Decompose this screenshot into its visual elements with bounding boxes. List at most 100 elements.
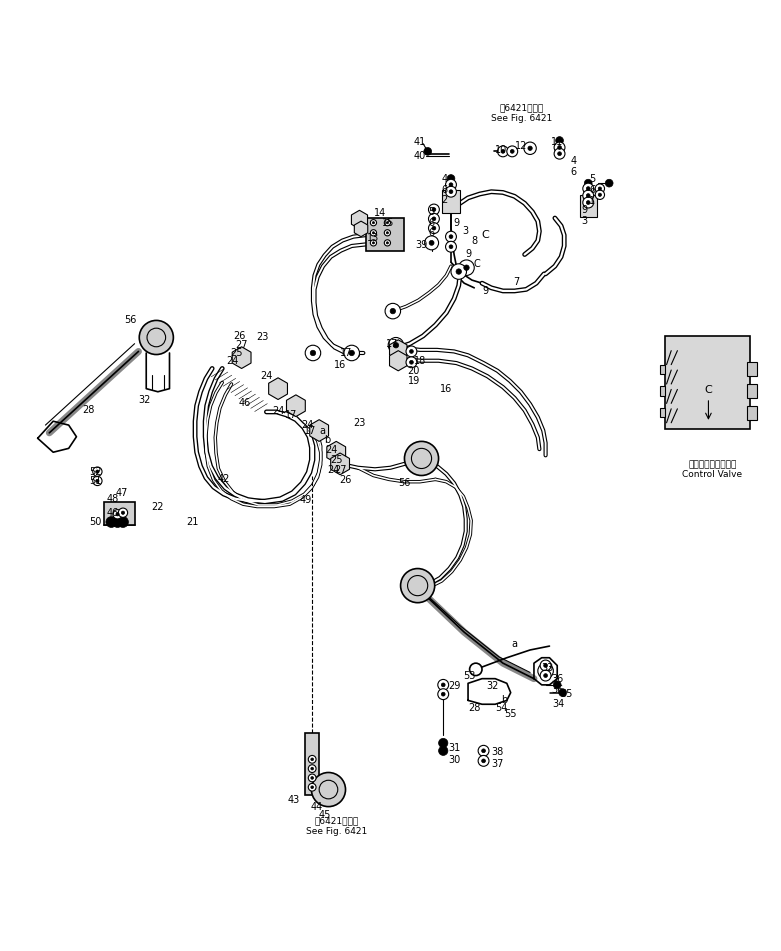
Circle shape <box>373 242 375 244</box>
Text: 24: 24 <box>260 371 273 381</box>
Circle shape <box>387 242 388 244</box>
Circle shape <box>432 226 436 230</box>
Bar <box>747 406 757 419</box>
Circle shape <box>445 231 456 243</box>
Polygon shape <box>326 441 346 463</box>
Circle shape <box>385 303 401 319</box>
Text: 38: 38 <box>491 747 504 757</box>
Text: コントロールバルブ
Control Valve: コントロールバルブ Control Valve <box>683 460 743 479</box>
Text: 17: 17 <box>305 425 317 436</box>
Text: 6: 6 <box>442 185 448 195</box>
Text: 25: 25 <box>230 348 243 358</box>
Text: 24: 24 <box>272 406 284 417</box>
Text: 50: 50 <box>90 517 102 527</box>
Circle shape <box>528 146 532 150</box>
Polygon shape <box>390 351 407 371</box>
Circle shape <box>584 180 592 187</box>
Text: 26: 26 <box>233 331 245 340</box>
Circle shape <box>370 230 376 236</box>
Text: 16: 16 <box>440 383 452 394</box>
Text: 7: 7 <box>513 277 519 286</box>
Circle shape <box>558 689 566 696</box>
Text: 21: 21 <box>187 517 199 527</box>
Text: 3: 3 <box>581 216 587 226</box>
Circle shape <box>445 180 456 190</box>
Circle shape <box>478 746 489 756</box>
Circle shape <box>583 184 594 194</box>
Circle shape <box>401 569 435 603</box>
Circle shape <box>429 213 440 224</box>
Text: C: C <box>481 230 489 240</box>
Circle shape <box>373 222 375 223</box>
Text: 45: 45 <box>319 810 331 820</box>
Polygon shape <box>330 453 350 475</box>
Circle shape <box>447 175 455 183</box>
Circle shape <box>112 516 123 528</box>
Text: 6: 6 <box>570 166 576 177</box>
Circle shape <box>93 476 102 486</box>
Circle shape <box>308 784 316 791</box>
Polygon shape <box>355 222 368 237</box>
Circle shape <box>388 338 404 353</box>
Text: 9: 9 <box>482 286 488 296</box>
Text: 2: 2 <box>442 195 448 205</box>
Text: 8: 8 <box>471 236 477 245</box>
Text: 14: 14 <box>374 208 387 219</box>
Text: 34: 34 <box>553 699 565 709</box>
Text: 第6421図参照
See Fig. 6421: 第6421図参照 See Fig. 6421 <box>491 104 553 123</box>
Text: 24: 24 <box>326 445 337 455</box>
Text: 24: 24 <box>226 356 238 366</box>
Circle shape <box>554 148 565 159</box>
Polygon shape <box>232 347 251 368</box>
Circle shape <box>344 345 359 360</box>
Circle shape <box>554 681 561 689</box>
Bar <box>661 408 665 417</box>
Circle shape <box>308 774 316 782</box>
Text: 9: 9 <box>453 219 459 228</box>
Bar <box>305 733 319 795</box>
Text: 39: 39 <box>415 241 428 250</box>
Text: 48: 48 <box>107 494 119 504</box>
Text: 33: 33 <box>542 663 554 672</box>
Text: 27: 27 <box>334 465 347 476</box>
Polygon shape <box>351 210 368 229</box>
Circle shape <box>445 186 456 197</box>
Circle shape <box>96 470 99 474</box>
Circle shape <box>387 222 388 223</box>
Circle shape <box>445 242 456 252</box>
Circle shape <box>121 511 125 514</box>
Circle shape <box>384 220 390 225</box>
Text: a: a <box>512 639 518 649</box>
Text: 17: 17 <box>386 339 398 349</box>
Text: 36: 36 <box>551 673 563 684</box>
Text: b: b <box>324 435 330 445</box>
Circle shape <box>311 758 313 761</box>
Circle shape <box>441 683 445 687</box>
Circle shape <box>605 180 613 187</box>
Text: 23: 23 <box>353 417 366 428</box>
Circle shape <box>501 149 505 153</box>
Text: 54: 54 <box>495 703 508 713</box>
Circle shape <box>456 269 462 274</box>
Circle shape <box>373 232 375 234</box>
Text: 23: 23 <box>256 333 269 342</box>
Circle shape <box>524 142 537 154</box>
Text: 36: 36 <box>551 685 563 694</box>
Circle shape <box>540 660 551 670</box>
Text: C: C <box>474 259 481 269</box>
Text: 44: 44 <box>311 802 323 811</box>
Circle shape <box>310 350 316 356</box>
Polygon shape <box>269 378 287 399</box>
Circle shape <box>449 235 453 239</box>
Circle shape <box>393 342 398 348</box>
Text: 24: 24 <box>301 420 314 430</box>
Text: 46: 46 <box>107 508 119 517</box>
Text: 32: 32 <box>138 396 151 405</box>
Text: 1: 1 <box>589 196 595 206</box>
Text: 55: 55 <box>505 709 517 719</box>
Circle shape <box>482 759 486 763</box>
Bar <box>661 364 665 374</box>
Text: 27: 27 <box>235 340 248 350</box>
Circle shape <box>139 320 173 355</box>
Bar <box>366 218 405 251</box>
